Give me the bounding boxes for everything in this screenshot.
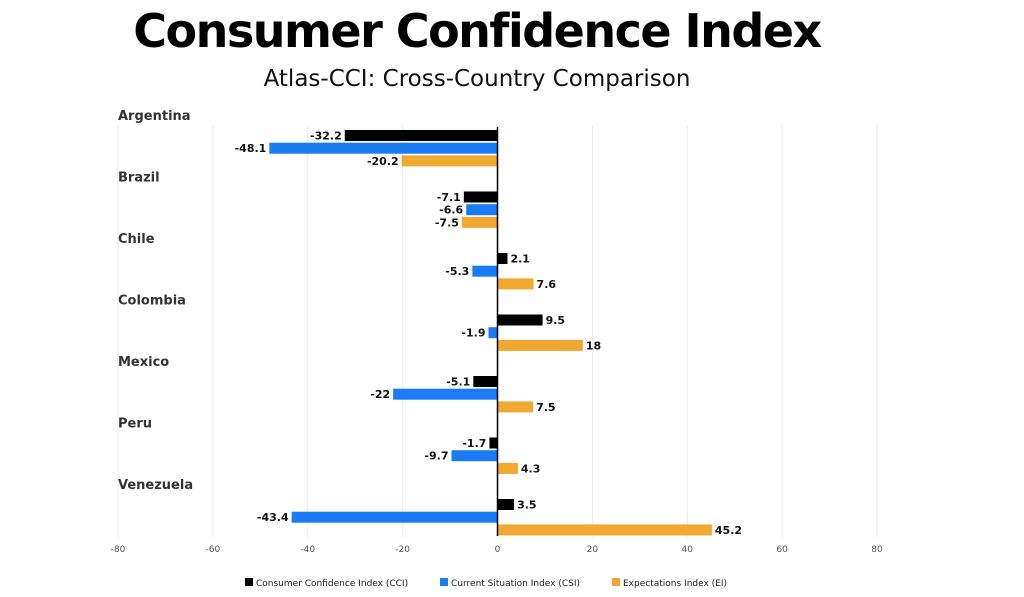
data-label: 45.2 bbox=[715, 524, 742, 537]
data-label: -43.4 bbox=[257, 511, 289, 524]
category-label: Chile bbox=[118, 232, 155, 247]
x-tick-label: -40 bbox=[300, 545, 315, 555]
bar bbox=[489, 437, 498, 449]
data-label: -5.3 bbox=[445, 265, 469, 278]
category-label: Colombia bbox=[118, 294, 186, 309]
data-label: -7.1 bbox=[437, 191, 461, 204]
data-label: -7.5 bbox=[435, 216, 459, 229]
x-tick-label: -60 bbox=[206, 545, 221, 555]
bar bbox=[497, 339, 583, 351]
category-label: Brazil bbox=[118, 171, 160, 186]
bar bbox=[497, 499, 515, 510]
bar bbox=[344, 130, 498, 141]
x-tick-label: 60 bbox=[776, 545, 788, 555]
data-label: -6.6 bbox=[439, 204, 463, 217]
data-label: 3.5 bbox=[517, 499, 537, 512]
data-label: 9.5 bbox=[546, 314, 566, 327]
bar bbox=[269, 142, 498, 154]
bar bbox=[401, 155, 498, 167]
bar bbox=[463, 191, 498, 203]
data-label: -1.7 bbox=[462, 437, 486, 450]
data-label: 7.5 bbox=[536, 401, 556, 414]
category-label: Peru bbox=[118, 417, 152, 432]
x-tick-label: -20 bbox=[395, 545, 410, 555]
chart-title: Consumer Confidence Index bbox=[133, 4, 822, 58]
bar bbox=[497, 314, 543, 326]
bar bbox=[497, 278, 534, 290]
data-label: 18 bbox=[586, 339, 601, 352]
x-tick-label: 80 bbox=[871, 545, 883, 555]
bar bbox=[497, 253, 508, 264]
bar bbox=[497, 462, 518, 474]
legend-swatch bbox=[612, 578, 620, 586]
data-label: -9.7 bbox=[424, 450, 448, 463]
x-tick-label: 20 bbox=[587, 545, 599, 555]
category-label: Mexico bbox=[118, 355, 169, 370]
data-label: 4.3 bbox=[521, 462, 541, 475]
bar bbox=[497, 524, 712, 536]
legend-swatch bbox=[245, 578, 253, 586]
data-label: -1.9 bbox=[461, 327, 485, 340]
bar bbox=[497, 401, 534, 413]
legend-label: Current Situation Index (CSI) bbox=[451, 579, 580, 589]
x-tick-label: -80 bbox=[111, 545, 126, 555]
bar bbox=[291, 511, 498, 523]
data-label: 2.1 bbox=[510, 253, 530, 266]
category-label: Venezuela bbox=[118, 478, 193, 493]
bar bbox=[451, 450, 498, 462]
bar bbox=[472, 265, 498, 277]
bar bbox=[461, 216, 498, 228]
bar bbox=[488, 327, 498, 339]
bar bbox=[473, 376, 498, 387]
category-label: Argentina bbox=[118, 109, 191, 124]
chart-subtitle: Atlas-CCI: Cross-Country Comparison bbox=[263, 66, 691, 92]
legend-label: Expectations Index (EI) bbox=[623, 579, 727, 589]
data-label: -5.1 bbox=[446, 376, 470, 389]
x-tick-label: 40 bbox=[682, 545, 694, 555]
data-label: -48.1 bbox=[235, 142, 267, 155]
data-label: 7.6 bbox=[537, 278, 557, 291]
legend-swatch bbox=[440, 578, 448, 586]
data-label: -22 bbox=[370, 388, 390, 401]
x-tick-label: 0 bbox=[495, 545, 501, 555]
data-label: -32.2 bbox=[310, 130, 342, 143]
bar bbox=[466, 204, 498, 216]
data-label: -20.2 bbox=[367, 155, 399, 168]
legend-label: Consumer Confidence Index (CCI) bbox=[256, 579, 408, 589]
bar bbox=[393, 388, 498, 400]
